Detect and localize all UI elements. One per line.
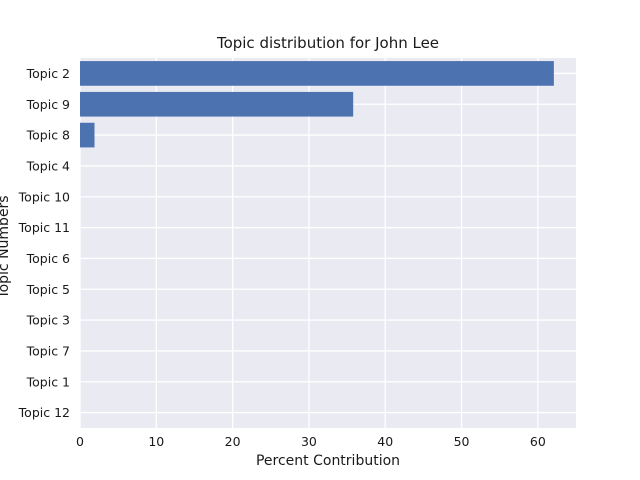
- y-tick-label: Topic 5: [26, 282, 70, 297]
- y-tick-label: Topic 4: [26, 158, 70, 173]
- y-tick-label: Topic 10: [18, 189, 70, 204]
- x-tick-label: 30: [301, 434, 317, 449]
- y-tick-label: Topic 2: [26, 66, 70, 81]
- y-tick-label: Topic 12: [18, 405, 70, 420]
- plot-area: [80, 58, 576, 428]
- x-axis-label: Percent Contribution: [256, 453, 400, 469]
- bar-topic-9: [80, 91, 354, 117]
- x-tick-label: 40: [377, 434, 393, 449]
- bar-topic-8: [80, 122, 95, 148]
- y-tick-label: Topic 8: [26, 128, 70, 143]
- y-tick-label: Topic 11: [18, 220, 70, 235]
- y-axis-label: Topic Numbers: [0, 195, 12, 299]
- x-tick-labels: 0 10 20 30 40 50 60: [76, 434, 546, 449]
- x-tick-label: 60: [530, 434, 546, 449]
- x-tick-label: 10: [148, 434, 164, 449]
- y-tick-label: Topic 3: [26, 313, 70, 328]
- bars: [80, 61, 554, 148]
- x-tick-label: 0: [76, 434, 84, 449]
- y-tick-label: Topic 1: [26, 374, 70, 389]
- y-tick-label: Topic 6: [26, 251, 70, 266]
- x-tick-label: 20: [225, 434, 241, 449]
- y-tick-labels: Topic 2 Topic 9 Topic 8 Topic 4 Topic 10 Topi…: [18, 66, 70, 420]
- bar-topic-2: [80, 61, 554, 86]
- chart-title: Topic distribution for John Lee: [216, 34, 439, 52]
- x-tick-label: 50: [454, 434, 470, 449]
- y-tick-label: Topic 7: [26, 343, 70, 358]
- y-tick-label: Topic 9: [26, 97, 70, 112]
